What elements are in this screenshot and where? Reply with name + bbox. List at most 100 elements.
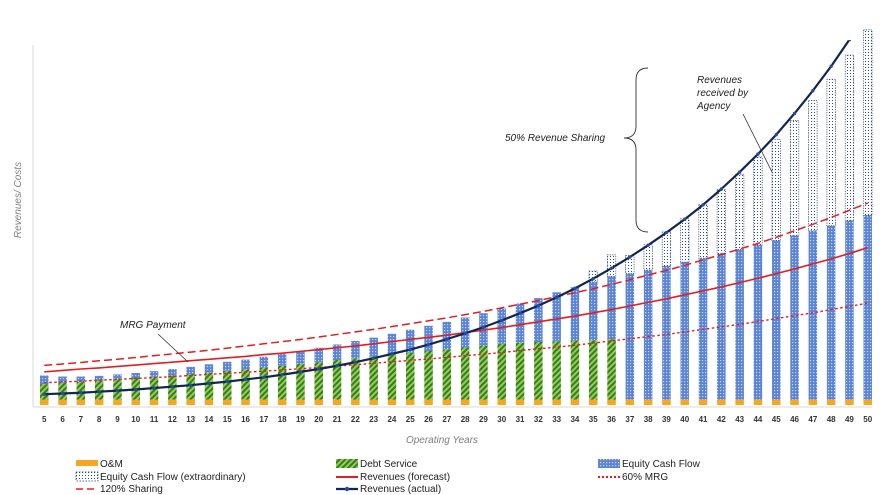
bar-debt-service bbox=[351, 358, 360, 400]
x-tick-label: 25 bbox=[406, 415, 415, 424]
bar-om bbox=[259, 399, 269, 405]
x-tick-label: 41 bbox=[699, 415, 708, 424]
x-tick-label: 22 bbox=[351, 415, 360, 424]
bar-equity-extra bbox=[863, 29, 873, 216]
bar-om bbox=[460, 399, 470, 405]
bar-equity-cash-flow bbox=[662, 266, 671, 400]
bar-om bbox=[479, 399, 488, 405]
bar-equity-extra bbox=[789, 120, 800, 237]
marker-revenues-actual bbox=[811, 89, 815, 93]
bar-equity-cash-flow bbox=[570, 287, 580, 341]
bar-equity-cash-flow bbox=[186, 366, 195, 375]
marker-revenues-actual bbox=[353, 360, 358, 364]
x-tick-label: 8 bbox=[97, 415, 102, 424]
x-tick-label: 26 bbox=[424, 415, 433, 424]
x-tick-label: 48 bbox=[827, 415, 836, 424]
marker-revenues-actual bbox=[866, 9, 869, 12]
marker-revenues-actual bbox=[134, 387, 138, 392]
bar-debt-service bbox=[442, 349, 452, 400]
marker-revenues-actual bbox=[664, 230, 669, 235]
bar-equity-cash-flow bbox=[149, 371, 159, 377]
bar-equity-extra bbox=[753, 156, 763, 246]
bar-debt-service bbox=[58, 383, 67, 400]
bar-equity-extra bbox=[661, 231, 672, 267]
marker-revenues-actual bbox=[115, 388, 120, 393]
bar-debt-service bbox=[369, 356, 378, 400]
bar-equity-cash-flow bbox=[735, 249, 744, 400]
x-axis-title: Operating Years bbox=[406, 435, 478, 446]
annotation-revenue-sharing: 50% Revenue Sharing bbox=[505, 133, 606, 144]
bar-equity-cash-flow bbox=[863, 215, 872, 400]
bar-om bbox=[863, 399, 872, 405]
bar-equity-cash-flow bbox=[168, 369, 177, 376]
x-tick-label: 49 bbox=[845, 415, 854, 424]
x-tick-label: 46 bbox=[790, 415, 799, 424]
bar-om bbox=[241, 399, 250, 405]
x-tick-label: 5 bbox=[42, 415, 47, 424]
bar-om bbox=[314, 399, 323, 405]
x-tick-label: 27 bbox=[442, 415, 451, 424]
bar-equity-extra bbox=[625, 255, 635, 274]
annotation-agency-line-3: Agency bbox=[696, 101, 731, 112]
bar-equity-cash-flow bbox=[387, 333, 397, 355]
bar-equity-extra bbox=[735, 173, 745, 250]
bar-equity-cash-flow bbox=[552, 292, 561, 342]
x-tick-label: 17 bbox=[259, 415, 268, 424]
marker-revenues-actual bbox=[756, 152, 760, 156]
bar-debt-service bbox=[387, 354, 397, 400]
bar-debt-service bbox=[76, 381, 86, 400]
y-axis-title: Revenues/ Costs bbox=[13, 162, 24, 238]
bar-om bbox=[94, 399, 104, 405]
annotation-brace bbox=[623, 67, 649, 233]
lines-group bbox=[42, 9, 869, 396]
x-tick-label: 44 bbox=[753, 415, 762, 424]
bar-om bbox=[58, 399, 67, 405]
line-120-sharing bbox=[44, 202, 869, 367]
legend-label-debt-service: Debt Service bbox=[360, 459, 418, 470]
x-tick-label: 14 bbox=[204, 415, 213, 424]
bar-om bbox=[277, 399, 287, 405]
x-tick-label: 11 bbox=[150, 415, 159, 424]
bar-debt-service bbox=[259, 367, 269, 400]
marker-revenues-actual bbox=[335, 364, 339, 368]
bar-debt-service bbox=[241, 369, 250, 400]
bar-equity-cash-flow bbox=[643, 270, 653, 400]
marker-revenues-actual bbox=[774, 132, 778, 137]
marker-revenues-actual bbox=[60, 391, 65, 396]
marker-revenues-actual bbox=[225, 379, 229, 384]
bar-debt-service bbox=[406, 352, 415, 400]
x-tick-label: 16 bbox=[241, 415, 250, 424]
bar-debt-service bbox=[589, 340, 598, 400]
bar-debt-service bbox=[515, 342, 525, 400]
legend-label-120-sharing: 120% Sharing bbox=[100, 484, 163, 495]
bar-om bbox=[552, 399, 561, 405]
bar-equity-cash-flow bbox=[589, 281, 598, 341]
marker-revenues-actual bbox=[847, 40, 852, 42]
x-ticks: 5 6 7 8 9 10 11 12 13 14 15 16 17 18 19 20 21 22 23 24 25 26 2… bbox=[42, 415, 873, 424]
bar-om bbox=[790, 399, 799, 405]
bar-debt-service bbox=[204, 372, 214, 400]
marker-revenues-actual bbox=[573, 286, 577, 291]
bar-equity-extra bbox=[680, 218, 690, 263]
line-60-mrg bbox=[44, 302, 868, 384]
marker-revenues-actual bbox=[243, 377, 248, 382]
marker-revenues-actual bbox=[829, 64, 833, 68]
bar-om bbox=[607, 399, 616, 405]
x-tick-label: 36 bbox=[607, 415, 616, 424]
line-revenues-forecast bbox=[44, 246, 868, 373]
bar-equity-cash-flow bbox=[845, 220, 854, 400]
bar-equity-cash-flow bbox=[58, 376, 67, 384]
bar-equity-extra bbox=[826, 78, 836, 227]
x-tick-label: 20 bbox=[314, 415, 323, 424]
x-tick-label: 18 bbox=[278, 415, 287, 424]
x-tick-label: 30 bbox=[497, 415, 506, 424]
bar-equity-cash-flow bbox=[424, 325, 433, 351]
bar-om bbox=[534, 399, 543, 405]
bar-om bbox=[186, 399, 195, 405]
bar-equity-extra bbox=[698, 204, 708, 259]
bar-om bbox=[717, 399, 726, 405]
x-tick-label: 50 bbox=[863, 415, 872, 424]
bar-debt-service bbox=[332, 360, 342, 400]
marker-revenues-actual bbox=[262, 375, 266, 379]
bar-om bbox=[369, 399, 378, 405]
